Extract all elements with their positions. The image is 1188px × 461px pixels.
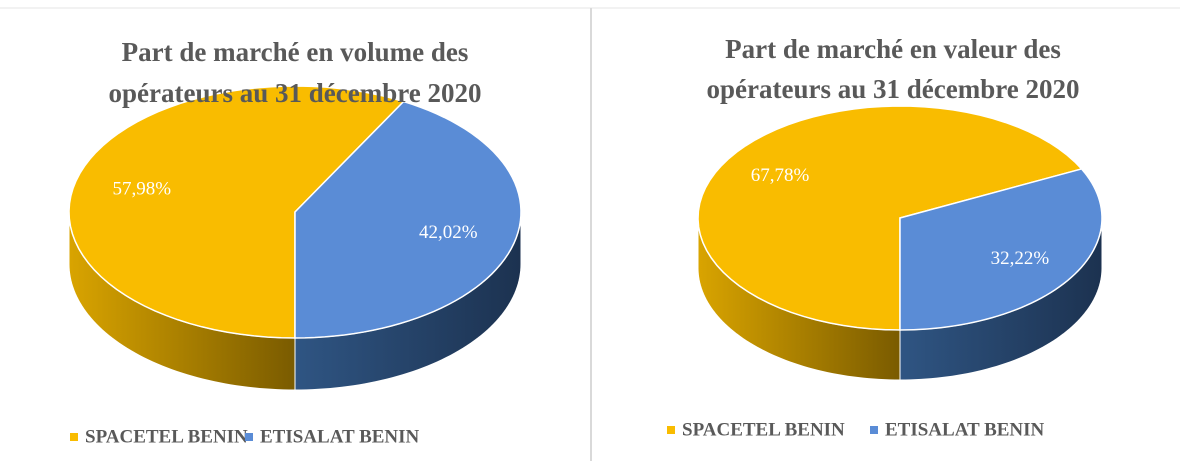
legend-label: ETISALAT BENIN [885,419,1045,440]
slice [899,168,1103,331]
data-label: 32,22% [991,248,1050,269]
legend-label: SPACETEL BENIN [682,419,845,440]
legend-swatch [667,426,675,434]
legend-swatch [70,433,78,441]
slice [697,105,1083,331]
legend-label: SPACETEL BENIN [85,426,248,447]
data-label: 67,78% [751,165,810,186]
chart-title: opérateurs au 31 décembre 2020 [109,78,482,108]
legend-label: ETISALAT BENIN [260,426,420,447]
slice [68,85,406,339]
data-label: 57,98% [112,178,171,199]
legend-swatch [870,426,878,434]
slice [294,100,522,339]
legend-swatch [245,433,253,441]
chart-title: Part de marché en volume des [122,37,469,67]
data-label: 42,02% [419,222,478,243]
chart-title: opérateurs au 31 décembre 2020 [707,74,1080,104]
chart-title: Part de marché en valeur des [725,34,1061,64]
